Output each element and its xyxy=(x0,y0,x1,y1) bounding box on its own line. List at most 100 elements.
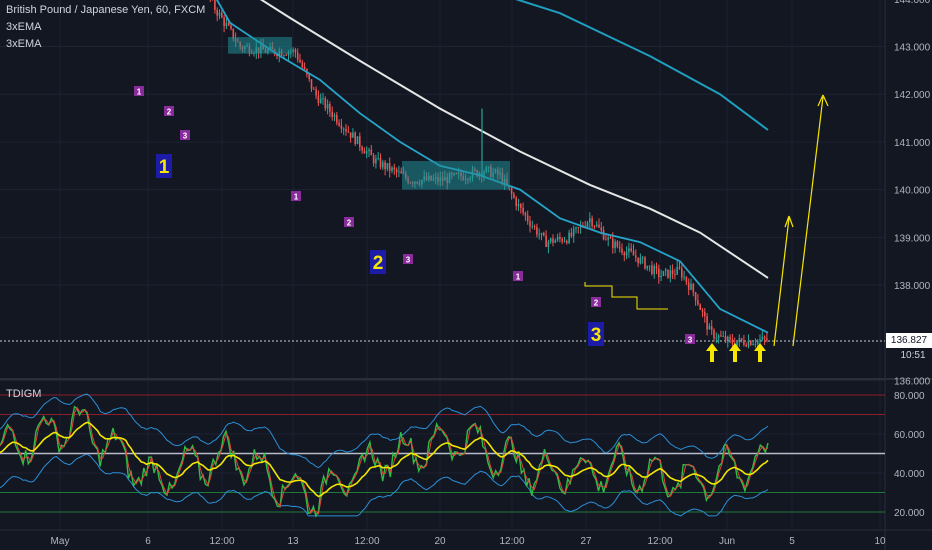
candle-body xyxy=(722,336,724,337)
candle-body xyxy=(375,158,377,164)
candle-body xyxy=(593,225,596,227)
bar-countdown: 10:51 xyxy=(894,349,932,363)
indicator-label-2[interactable]: 3xEMA xyxy=(6,38,42,50)
price-tick-label: 142.000 xyxy=(894,90,931,101)
candle-body xyxy=(692,283,695,293)
candle-body xyxy=(623,252,626,256)
candle-body xyxy=(637,257,639,264)
candle-body xyxy=(669,270,672,278)
candle-body xyxy=(345,128,347,132)
osc-tick-label: 40.000 xyxy=(894,469,925,480)
candles xyxy=(209,0,768,351)
candle-body xyxy=(708,326,711,330)
count-label: 2 xyxy=(347,219,352,228)
candle-body xyxy=(356,136,359,145)
candle-body xyxy=(223,17,225,27)
candle-body xyxy=(308,74,310,80)
candle-body xyxy=(377,157,379,159)
candle-body xyxy=(310,79,313,90)
count-box xyxy=(513,271,523,281)
candle-body xyxy=(292,49,294,52)
candle-body xyxy=(232,28,235,40)
candle-body xyxy=(724,336,727,342)
band-lower xyxy=(0,453,769,517)
candle-body xyxy=(683,276,685,278)
candle-body xyxy=(750,340,752,346)
osc-tick-label: 80.000 xyxy=(894,391,925,402)
candle-body xyxy=(697,300,699,305)
time-tick-label: 12:00 xyxy=(647,536,672,547)
candle-body xyxy=(400,171,402,174)
candle-body xyxy=(628,248,630,252)
wave-label: 1 xyxy=(159,157,170,178)
count-label: 3 xyxy=(688,336,693,345)
candle-body xyxy=(221,12,223,18)
candle-body xyxy=(759,339,761,341)
wave-label: 3 xyxy=(591,325,602,346)
candle-body xyxy=(549,238,552,242)
candle-body xyxy=(660,276,662,278)
candle-body xyxy=(283,55,285,56)
candle-body xyxy=(554,240,557,243)
candle-body xyxy=(540,232,543,235)
consolidation-boxes xyxy=(228,37,510,190)
candle-body xyxy=(315,89,317,96)
candle-body xyxy=(678,267,681,269)
ema-mid-line xyxy=(259,0,769,279)
candle-body xyxy=(520,204,522,208)
candle-body xyxy=(563,240,566,242)
candle-body xyxy=(612,238,614,248)
count-label: 2 xyxy=(167,108,172,117)
candle-body xyxy=(598,224,600,228)
candle-body xyxy=(347,131,350,133)
price-tick-label: 143.000 xyxy=(894,43,931,54)
wave-label-box xyxy=(588,322,604,346)
oscillator-panel xyxy=(0,393,885,518)
ema-slow-line xyxy=(515,0,769,131)
candle-body xyxy=(694,292,697,301)
candle-body xyxy=(685,276,688,283)
count-label: 2 xyxy=(594,299,599,308)
candle-body xyxy=(743,340,745,345)
candle-body xyxy=(538,234,540,236)
candle-body xyxy=(664,269,667,272)
candle-body xyxy=(372,155,375,164)
candle-body xyxy=(522,207,524,213)
count-box xyxy=(291,191,301,201)
candle-body xyxy=(736,342,738,346)
candle-body xyxy=(752,344,754,346)
ema-fast-line xyxy=(215,0,769,334)
candle-body xyxy=(625,251,628,256)
oscillator-title[interactable]: TDIGM xyxy=(6,388,42,400)
candle-body xyxy=(717,335,720,339)
candle-body xyxy=(754,343,757,345)
candle-body xyxy=(391,167,393,171)
candle-body xyxy=(740,338,743,341)
candle-body xyxy=(676,267,678,275)
candle-body xyxy=(524,212,527,216)
indicator-label-1[interactable]: 3xEMA xyxy=(6,21,42,33)
candle-body xyxy=(296,52,299,60)
candle-body xyxy=(379,157,382,168)
time-tick-label: 12:00 xyxy=(499,536,524,547)
candle-body xyxy=(699,304,701,310)
count-box xyxy=(344,217,354,227)
candle-body xyxy=(545,235,547,247)
time-tick-label: 27 xyxy=(580,536,592,547)
candle-body xyxy=(674,274,676,275)
candle-body xyxy=(515,197,517,207)
candle-body xyxy=(635,255,637,258)
candle-body xyxy=(556,236,559,241)
count-box xyxy=(403,254,413,264)
symbol-title[interactable]: British Pound / Japanese Yen, 60, FXCM xyxy=(6,4,206,16)
step-line xyxy=(584,282,668,310)
time-tick-label: 5 xyxy=(789,536,795,547)
candle-body xyxy=(216,9,218,16)
candle-body xyxy=(331,111,333,117)
wave-label-box xyxy=(156,154,172,178)
candle-body xyxy=(322,98,324,100)
candle-body xyxy=(621,248,623,253)
candle-body xyxy=(655,266,658,269)
candle-body xyxy=(738,338,741,343)
